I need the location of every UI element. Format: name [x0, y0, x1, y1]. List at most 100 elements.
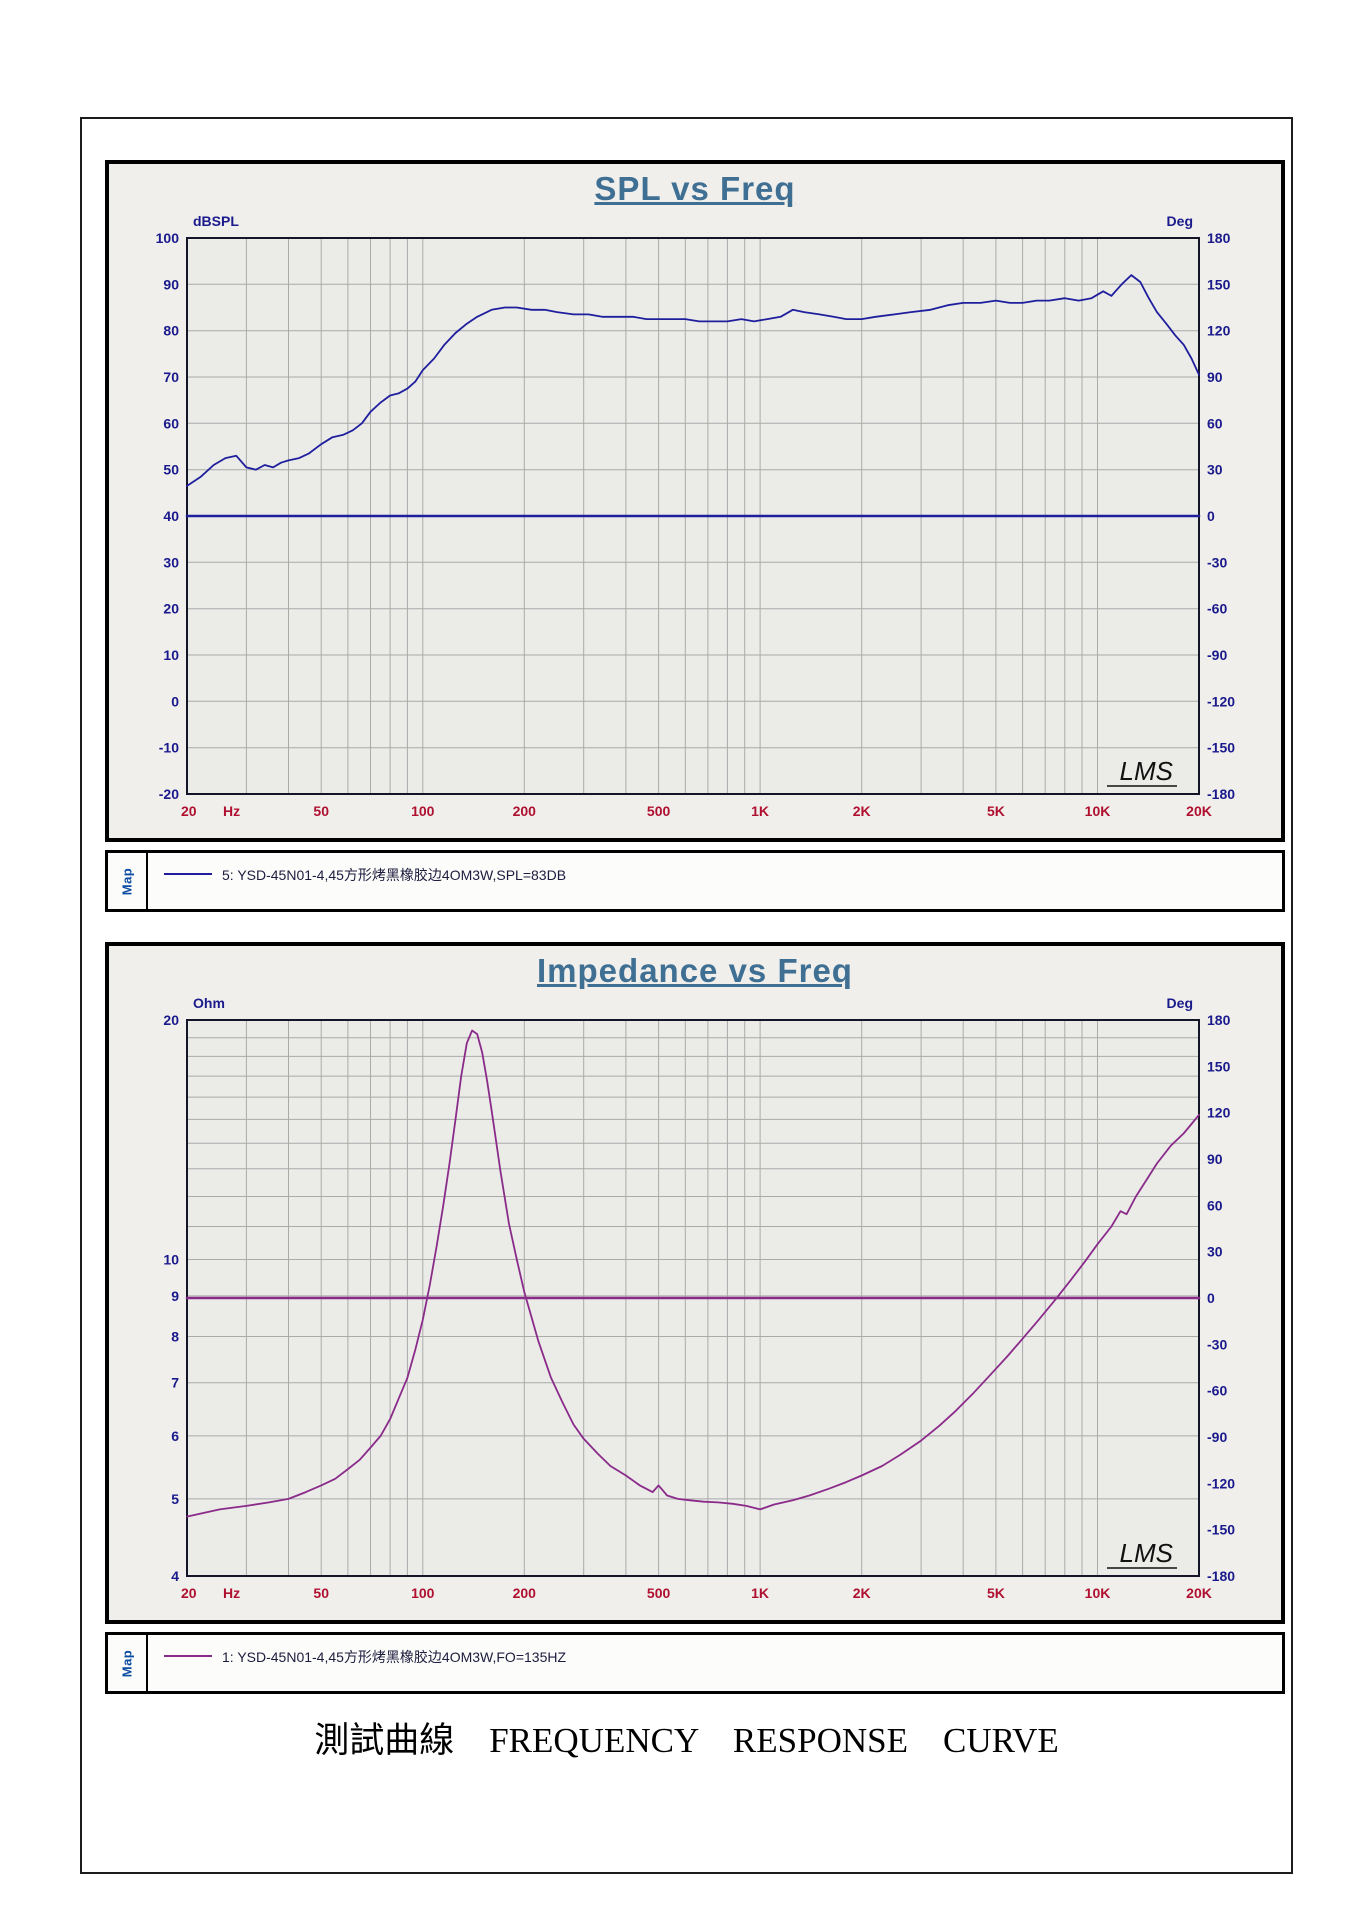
svg-text:100: 100: [411, 803, 435, 819]
svg-text:50: 50: [163, 462, 179, 478]
impedance-chart-panel: Impedance vs Freq 20 10 9 8 7 6 5 4 180 150 120 90 6…: [105, 942, 1285, 1624]
svg-text:-10: -10: [159, 740, 179, 756]
impedance-map-tab: Map: [108, 1635, 148, 1691]
svg-text:50: 50: [313, 803, 329, 819]
legend-line-sample: [164, 1655, 212, 1657]
svg-text:-60: -60: [1207, 601, 1227, 617]
svg-text:100: 100: [411, 1585, 435, 1601]
svg-text:-120: -120: [1207, 1475, 1235, 1491]
svg-text:30: 30: [1207, 1244, 1223, 1260]
right-axis-unit: Deg: [1167, 213, 1193, 229]
svg-text:20K: 20K: [1186, 803, 1212, 819]
left-axis-unit: Ohm: [193, 995, 225, 1011]
svg-text:-20: -20: [159, 786, 179, 802]
spl-legend-content: 5: YSD-45N01-4,45方形烤黑橡胶边4OM3W,SPL=83DB: [148, 853, 1282, 909]
svg-text:100: 100: [156, 230, 180, 246]
svg-text:8: 8: [171, 1329, 179, 1345]
svg-text:0: 0: [1207, 508, 1215, 524]
impedance-curve: [186, 1029, 1200, 1518]
curves: [185, 1029, 1201, 1518]
svg-text:90: 90: [1207, 369, 1223, 385]
svg-text:500: 500: [647, 803, 671, 819]
axis-labels: 20 10 9 8 7 6 5 4 180 150 120 90 60 30 0 -30 -60 -90 -120 -…: [163, 995, 1235, 1601]
svg-text:180: 180: [1207, 230, 1231, 246]
svg-text:90: 90: [163, 276, 179, 292]
svg-text:200: 200: [513, 1585, 537, 1601]
svg-text:10K: 10K: [1085, 803, 1111, 819]
svg-text:2K: 2K: [853, 803, 871, 819]
left-axis-unit: dBSPL: [193, 213, 239, 229]
svg-text:50: 50: [313, 1585, 329, 1601]
svg-text:200: 200: [513, 803, 537, 819]
svg-text:-150: -150: [1207, 1522, 1235, 1538]
svg-text:40: 40: [163, 508, 179, 524]
svg-text:500: 500: [647, 1585, 671, 1601]
svg-text:70: 70: [163, 369, 179, 385]
svg-text:1K: 1K: [751, 803, 769, 819]
svg-text:20K: 20K: [1186, 1585, 1212, 1601]
spl-curve: [186, 274, 1200, 487]
lms-logo: LMS: [1120, 1538, 1174, 1568]
curves: [185, 274, 1201, 518]
svg-text:1K: 1K: [751, 1585, 769, 1601]
svg-text:0: 0: [1207, 1290, 1215, 1306]
svg-text:120: 120: [1207, 1105, 1231, 1121]
svg-text:120: 120: [1207, 323, 1231, 339]
svg-text:20: 20: [181, 1585, 197, 1601]
lms-logo: LMS: [1120, 756, 1174, 786]
svg-text:10K: 10K: [1085, 1585, 1111, 1601]
map-label: Map: [119, 1649, 135, 1677]
svg-text:0: 0: [171, 693, 179, 709]
svg-text:20: 20: [163, 601, 179, 617]
svg-text:180: 180: [1207, 1012, 1231, 1028]
svg-text:2K: 2K: [853, 1585, 871, 1601]
spl-map-tab: Map: [108, 853, 148, 909]
right-axis-unit: Deg: [1167, 995, 1193, 1011]
svg-text:30: 30: [163, 554, 179, 570]
svg-text:4: 4: [171, 1568, 179, 1584]
svg-text:20: 20: [163, 1012, 179, 1028]
svg-text:5: 5: [171, 1491, 179, 1507]
svg-text:-180: -180: [1207, 1568, 1235, 1584]
svg-text:30: 30: [1207, 462, 1223, 478]
svg-text:6: 6: [171, 1428, 179, 1444]
impedance-plot: 20 10 9 8 7 6 5 4 180 150 120 90 60 30 0 -30 -60 -90 -120 -…: [163, 995, 1235, 1601]
spl-legend-text: 5: YSD-45N01-4,45方形烤黑橡胶边4OM3W,SPL=83DB: [222, 867, 567, 883]
svg-text:60: 60: [163, 415, 179, 431]
svg-text:10: 10: [163, 1252, 179, 1268]
svg-text:150: 150: [1207, 1058, 1231, 1074]
svg-text:-30: -30: [1207, 554, 1227, 570]
svg-text:-120: -120: [1207, 693, 1235, 709]
svg-text:20: 20: [181, 803, 197, 819]
svg-text:10: 10: [163, 647, 179, 663]
spl-chart-panel: SPL vs Freq 100 90 80 70 60 50 40 30 20 10 0 -10 -20…: [105, 160, 1285, 842]
svg-text:-180: -180: [1207, 786, 1235, 802]
svg-text:9: 9: [171, 1288, 179, 1304]
svg-text:90: 90: [1207, 1151, 1223, 1167]
x-axis-unit: Hz: [223, 803, 240, 819]
impedance-legend-text: 1: YSD-45N01-4,45方形烤黑橡胶边4OM3W,FO=135HZ: [222, 1649, 567, 1665]
map-label: Map: [119, 867, 135, 895]
impedance-legend-content: 1: YSD-45N01-4,45方形烤黑橡胶边4OM3W,FO=135HZ: [148, 1635, 1282, 1691]
report-caption: 測試曲線 FREQUENCY RESPONSE CURVE: [314, 1721, 1059, 1760]
svg-text:-90: -90: [1207, 1429, 1227, 1445]
svg-text:5K: 5K: [987, 1585, 1005, 1601]
svg-text:-150: -150: [1207, 740, 1235, 756]
spl-chart-title: SPL vs Freq: [594, 170, 796, 207]
svg-text:-90: -90: [1207, 647, 1227, 663]
spl-legend-strip: Map 5: YSD-45N01-4,45方形烤黑橡胶边4OM3W,SPL=83…: [105, 850, 1285, 912]
svg-text:-30: -30: [1207, 1336, 1227, 1352]
impedance-legend-strip: Map 1: YSD-45N01-4,45方形烤黑橡胶边4OM3W,FO=135…: [105, 1632, 1285, 1694]
legend-line-sample: [164, 873, 212, 875]
svg-text:60: 60: [1207, 1197, 1223, 1213]
svg-text:-60: -60: [1207, 1383, 1227, 1399]
svg-text:60: 60: [1207, 415, 1223, 431]
svg-text:7: 7: [171, 1375, 179, 1391]
impedance-chart-title: Impedance vs Freq: [537, 952, 853, 989]
svg-text:150: 150: [1207, 276, 1231, 292]
x-axis-unit: Hz: [223, 1585, 240, 1601]
svg-text:5K: 5K: [987, 803, 1005, 819]
axis-labels: 1009080706050403020100-10-20180150120906…: [156, 213, 1236, 819]
spl-plot: 1009080706050403020100-10-20180150120906…: [156, 213, 1236, 819]
